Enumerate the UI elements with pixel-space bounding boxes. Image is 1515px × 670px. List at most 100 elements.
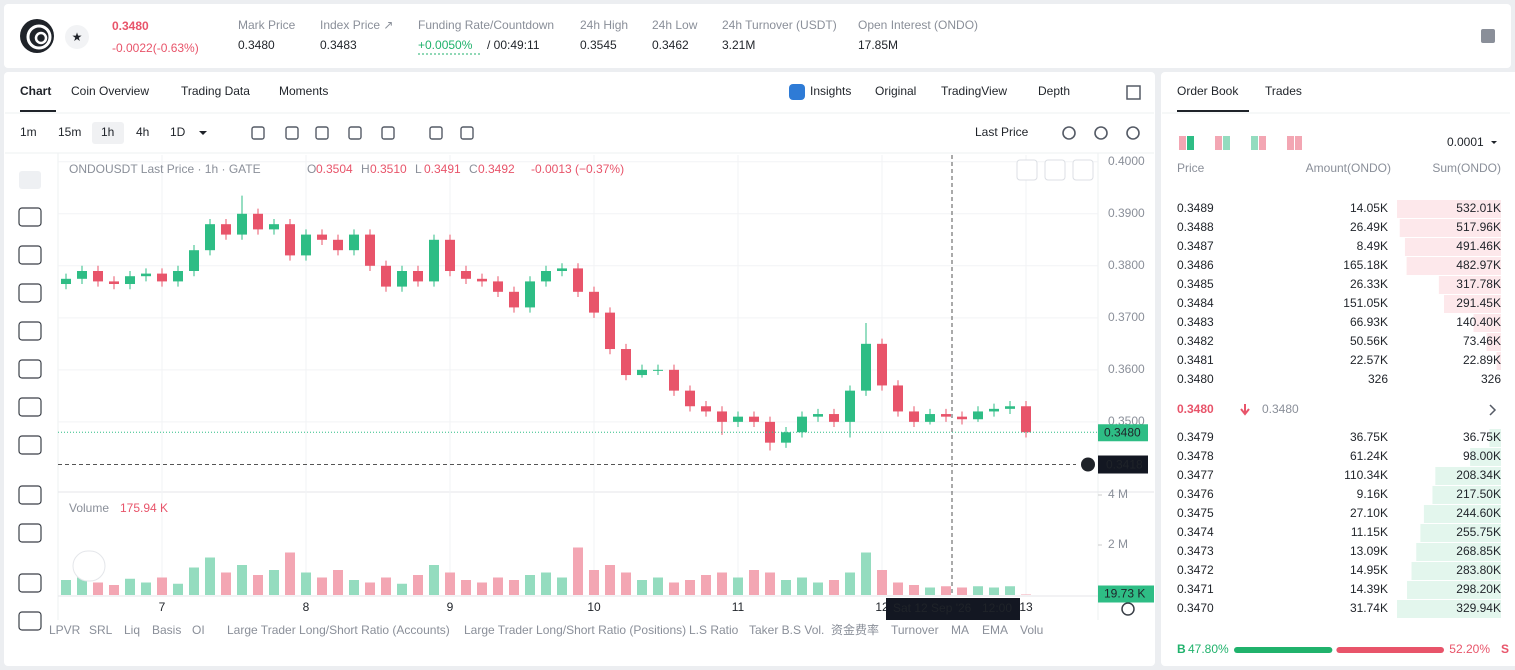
book-sum: 268.85K [1456,544,1501,558]
book-amount: 165.18K [1343,258,1388,272]
view-tab[interactable]: Insights [810,84,851,98]
drawing-tool[interactable] [18,397,42,417]
volume-bar [973,586,983,595]
layout-icon[interactable] [1215,136,1222,150]
indicator[interactable]: LPVR [49,623,81,637]
layout-icon[interactable] [1295,136,1302,150]
volume-bar [749,570,759,595]
interval[interactable]: 1D [170,125,186,139]
legend-value: 0.3492 [478,162,515,176]
drawing-tool[interactable] [18,573,42,593]
add-order[interactable] [1081,457,1095,472]
interval[interactable]: 1m [20,125,37,139]
tool-icon[interactable] [429,126,443,140]
header-icon[interactable] [1481,29,1495,43]
drawing-tool[interactable] [18,435,42,455]
indicator[interactable]: MA [951,623,969,637]
candle-body [317,234,327,240]
favorite[interactable]: ★ [65,25,89,49]
tab[interactable]: Chart [20,84,51,98]
drawing-tool[interactable] [18,245,42,265]
volume-last-label: 19.73 K [1104,587,1145,601]
indicator[interactable]: Large Trader Long/Short Ratio (Positions… [464,623,686,637]
volume-bar [861,552,871,595]
drawing-tool[interactable] [18,611,42,631]
last-price: 0.3480 [112,19,149,33]
chart-button[interactable] [1072,159,1094,181]
interval[interactable]: 1h [101,125,114,139]
indicator[interactable]: L.S Ratio [689,623,739,637]
volume-tick-label: 2 M [1108,537,1128,551]
layout-icon[interactable] [1259,136,1266,150]
tool-icon[interactable] [1062,126,1076,140]
candle-body [781,432,791,443]
indicator[interactable]: Basis [152,623,181,637]
candle-body [813,414,823,417]
caret [1491,141,1497,144]
drawing-tool[interactable] [19,171,41,189]
indicator[interactable]: Taker B.S Vol. [749,623,824,637]
volume-bar [621,572,631,595]
indicator[interactable]: EMA [982,623,1008,637]
drawing-tool[interactable] [18,207,42,227]
volume-bar [397,583,407,595]
drawing-tool[interactable] [18,283,42,303]
candle-body [221,224,231,235]
interval[interactable]: 4h [136,125,149,139]
depth-bar [1416,543,1501,561]
drawing-tool[interactable] [18,485,42,505]
tab[interactable]: Coin Overview [71,84,149,98]
book-tab[interactable]: Order Book [1177,84,1239,98]
tool-icon[interactable] [348,126,362,140]
volume-bar [733,577,743,595]
view-tab[interactable]: Depth [1038,84,1070,98]
layout-icon[interactable] [1251,136,1258,150]
indicator[interactable]: Volu [1020,623,1043,637]
tool-icon[interactable] [251,126,265,140]
indicator[interactable]: Large Trader Long/Short Ratio (Accounts) [227,623,450,637]
precision[interactable]: 0.0001 [1447,135,1484,149]
legend-value: 0.3510 [370,162,407,176]
sell-ratio: 52.20% [1449,642,1490,656]
tool-icon[interactable] [285,126,299,140]
drawing-tool[interactable] [18,321,42,341]
tab[interactable]: Moments [279,84,328,98]
chevron[interactable] [1489,404,1497,416]
expand-icon[interactable] [1126,85,1141,100]
book-tab[interactable]: Trades [1265,84,1302,98]
indicator[interactable]: 资金费率 [831,622,879,637]
settings[interactable] [1121,602,1135,616]
tool-icon[interactable] [1094,126,1108,140]
book-sum: 217.50K [1456,487,1501,501]
layout-icon[interactable] [1223,136,1230,150]
book-sum: 482.97K [1456,258,1501,272]
indicator[interactable]: Turnover [891,623,939,637]
interval[interactable]: 15m [58,125,81,139]
price-type[interactable]: Last Price [975,125,1029,139]
view-tab[interactable]: Original [875,84,916,98]
layout-icon[interactable] [1287,136,1294,150]
y-tick-label: 0.3700 [1108,310,1145,324]
view-tab[interactable]: TradingView [941,84,1007,98]
layout-icon[interactable] [1187,136,1194,150]
chart-button[interactable] [1016,159,1038,181]
layout-icon[interactable] [1179,136,1186,150]
chart-button[interactable] [1044,159,1066,181]
book-price: 0.3482 [1177,334,1214,348]
tool-icon[interactable] [460,126,474,140]
indicator[interactable]: Liq [124,623,140,637]
crosshair-time: 12:00 [982,601,1012,615]
tab[interactable]: Trading Data [181,84,250,98]
tool-icon[interactable] [315,126,329,140]
tool-icon[interactable] [1126,126,1140,140]
tool-icon[interactable] [381,126,395,140]
depth-bar [1486,333,1501,351]
drawing-tool[interactable] [18,523,42,543]
indicator[interactable]: SRL [89,623,113,637]
indicator[interactable]: OI [192,623,205,637]
drawing-tool[interactable] [18,359,42,379]
volume-bar [125,578,135,595]
volume-bar [61,580,71,595]
logo[interactable] [20,19,54,53]
volume-bar [189,567,199,595]
